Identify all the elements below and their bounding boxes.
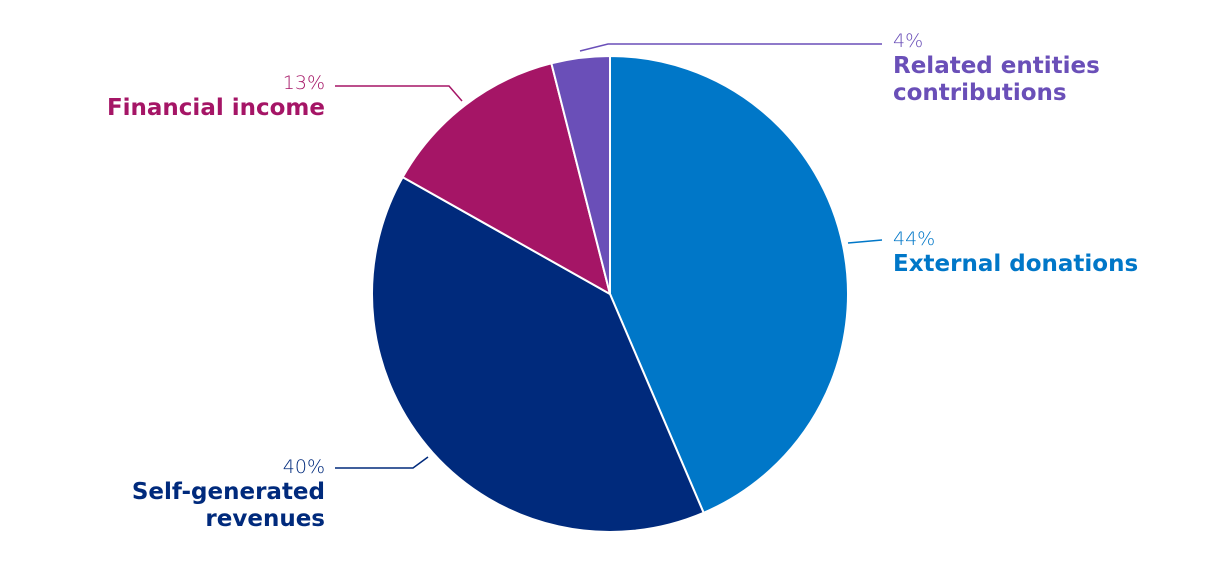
percent-label: 4% xyxy=(893,30,924,52)
pie-slice xyxy=(609,54,849,515)
percent-label: 13% xyxy=(282,72,325,94)
category-label: Financial income xyxy=(106,95,325,121)
pie-slice xyxy=(371,175,705,533)
leader-line xyxy=(579,43,882,52)
category-label: Related entities contributions xyxy=(893,53,1100,106)
pie-slice xyxy=(401,62,612,297)
pie-slice xyxy=(550,54,611,295)
leader-line xyxy=(335,85,463,102)
leader-line xyxy=(335,456,429,469)
category-label: External donations xyxy=(893,251,1139,277)
percent-label: 44% xyxy=(893,228,936,250)
category-label: Self-generated revenues xyxy=(131,479,325,532)
leader-line xyxy=(847,239,883,244)
percent-label: 40% xyxy=(282,456,325,478)
